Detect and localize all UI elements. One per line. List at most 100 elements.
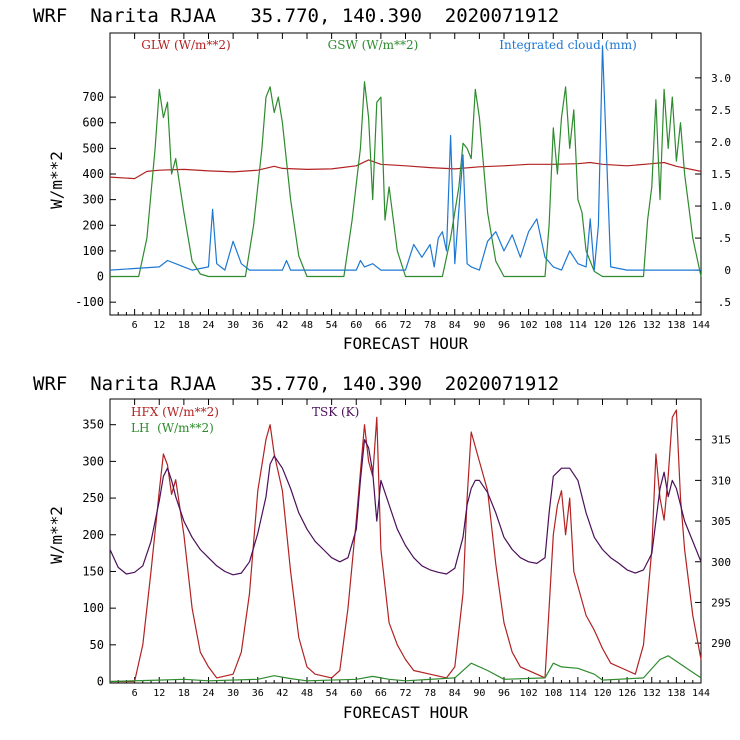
y-axis-right: .5 0 .5 1.0 1.5 2.0 2.5 3.0 (695, 72, 731, 309)
series-group (109, 45, 702, 278)
x-tick-label: 120 (593, 320, 611, 331)
series-line-gsw (110, 81, 702, 278)
x-tick-label: 84 (449, 320, 461, 331)
x-tick-label: 42 (276, 688, 288, 699)
series-line-hfx (110, 409, 702, 683)
y2-tick-label: 310 (711, 474, 731, 487)
x-tick-label: 60 (350, 320, 362, 331)
y-tick-label: -100 (75, 295, 104, 309)
y2-tick-label: 2.5 (711, 104, 731, 117)
x-tick-label: 96 (498, 320, 510, 331)
y2-tick-label: 3.0 (711, 72, 731, 85)
y-tick-label: 0 (97, 675, 104, 689)
x-tick-label: 90 (473, 688, 485, 699)
x-tick-label: 138 (667, 688, 685, 699)
x-tick-label: 18 (178, 688, 190, 699)
x-tick-label: 78 (424, 688, 436, 699)
y-tick-label: 100 (82, 601, 104, 615)
x-tick-label: 132 (643, 688, 661, 699)
x-tick-label: 102 (520, 320, 538, 331)
x-axis-label: FORECAST HOUR (343, 703, 469, 722)
y-tick-label: 200 (82, 218, 104, 232)
series-line-integrated-cloud (109, 45, 701, 271)
series-line-tsk (109, 439, 702, 576)
legend-entry: TSK (K) (312, 405, 359, 419)
x-tick-label: 132 (643, 320, 661, 331)
legend-entry: GSW (W/m**2) (328, 38, 419, 52)
plot-frame (109, 32, 702, 316)
y-tick-label: 100 (82, 244, 104, 258)
y2-tick-label: 1.5 (711, 168, 731, 181)
legend-entry: HFX (W/m**2) (131, 405, 219, 419)
y-tick-label: 400 (82, 167, 104, 181)
x-tick-label: 108 (544, 688, 562, 699)
y2-tick-label: .5 (718, 232, 731, 245)
x-tick-label: 60 (350, 688, 362, 699)
x-tick-label: 78 (424, 320, 436, 331)
x-tick-label: 6 (132, 688, 138, 699)
y-tick-label: 150 (82, 564, 104, 578)
y-axis-right: 290 295 300 305 310 315 (695, 434, 731, 650)
y-tick-label: 350 (82, 418, 104, 432)
legend-entry: GLW (W/m**2) (141, 38, 230, 52)
upper-chart: WRF Narita RJAA 35.770, 140.390 20200719… (33, 5, 731, 353)
series-line-lh (109, 655, 702, 683)
x-tick-label: 30 (227, 320, 239, 331)
y2-tick-label: 1.0 (711, 200, 731, 213)
x-tick-label: 72 (399, 320, 411, 331)
y-axis-left: 0 50 100 150 200 250 300 350 (82, 418, 116, 689)
x-tick-label: 102 (520, 688, 538, 699)
x-tick-label: 24 (202, 320, 214, 331)
x-tick-label: 96 (498, 688, 510, 699)
y2-tick-label: 305 (711, 515, 731, 528)
x-axis: 6 12 18 24 30 36 42 48 54 60 66 72 78 84 90 96 102 108 114… (117, 399, 710, 699)
chart-title: WRF Narita RJAA 35.770, 140.390 20200719… (33, 5, 559, 27)
x-tick-label: 24 (202, 688, 214, 699)
x-tick-label: 120 (593, 688, 611, 699)
y-tick-label: 300 (82, 193, 104, 207)
x-tick-label: 144 (692, 688, 710, 699)
y2-tick-label: 2.0 (711, 136, 731, 149)
x-tick-label: 84 (449, 688, 461, 699)
y-tick-label: 300 (82, 454, 104, 468)
y2-tick-label: 315 (711, 434, 731, 447)
x-tick-label: 48 (301, 688, 313, 699)
x-tick-label: 126 (618, 688, 636, 699)
x-tick-label: 138 (667, 320, 685, 331)
y-tick-label: 500 (82, 141, 104, 155)
y-tick-label: 50 (90, 638, 104, 652)
y-tick-label: 700 (82, 90, 104, 104)
x-tick-label: 114 (569, 320, 587, 331)
x-tick-label: 36 (252, 320, 264, 331)
y2-tick-label: .5 (718, 296, 731, 309)
x-tick-label: 66 (375, 688, 387, 699)
x-tick-label: 72 (399, 688, 411, 699)
x-tick-label: 66 (375, 320, 387, 331)
x-tick-label: 42 (276, 320, 288, 331)
y2-tick-label: 290 (711, 637, 731, 650)
legend-entry: LH (W/m**2) (131, 421, 214, 435)
chart-title: WRF Narita RJAA 35.770, 140.390 20200719… (33, 373, 559, 395)
x-tick-label: 48 (301, 320, 313, 331)
x-tick-label: 30 (227, 688, 239, 699)
x-tick-label: 36 (252, 688, 264, 699)
y2-tick-label: 300 (711, 556, 731, 569)
series-group (109, 409, 702, 683)
y-axis-label: W/m**2 (47, 506, 66, 564)
y-tick-label: 200 (82, 528, 104, 542)
x-tick-label: 114 (569, 688, 587, 699)
x-tick-label: 108 (544, 320, 562, 331)
legend: HFX (W/m**2) LH (W/m**2) TSK (K) (131, 405, 359, 435)
x-tick-label: 18 (178, 320, 190, 331)
series-line-glw (109, 159, 702, 180)
x-tick-label: 12 (153, 688, 165, 699)
y2-tick-label: 295 (711, 596, 731, 609)
x-axis: 6 12 18 24 30 36 42 48 54 60 66 72 78 84 90 96 102 108 114… (117, 33, 710, 331)
x-tick-label: 54 (326, 688, 338, 699)
legend-entry: Integrated cloud (mm) (499, 38, 637, 52)
x-tick-label: 12 (153, 320, 165, 331)
x-tick-label: 144 (692, 320, 710, 331)
legend: GLW (W/m**2) GSW (W/m**2) Integrated cloud… (141, 38, 636, 52)
y-tick-label: 600 (82, 116, 104, 130)
